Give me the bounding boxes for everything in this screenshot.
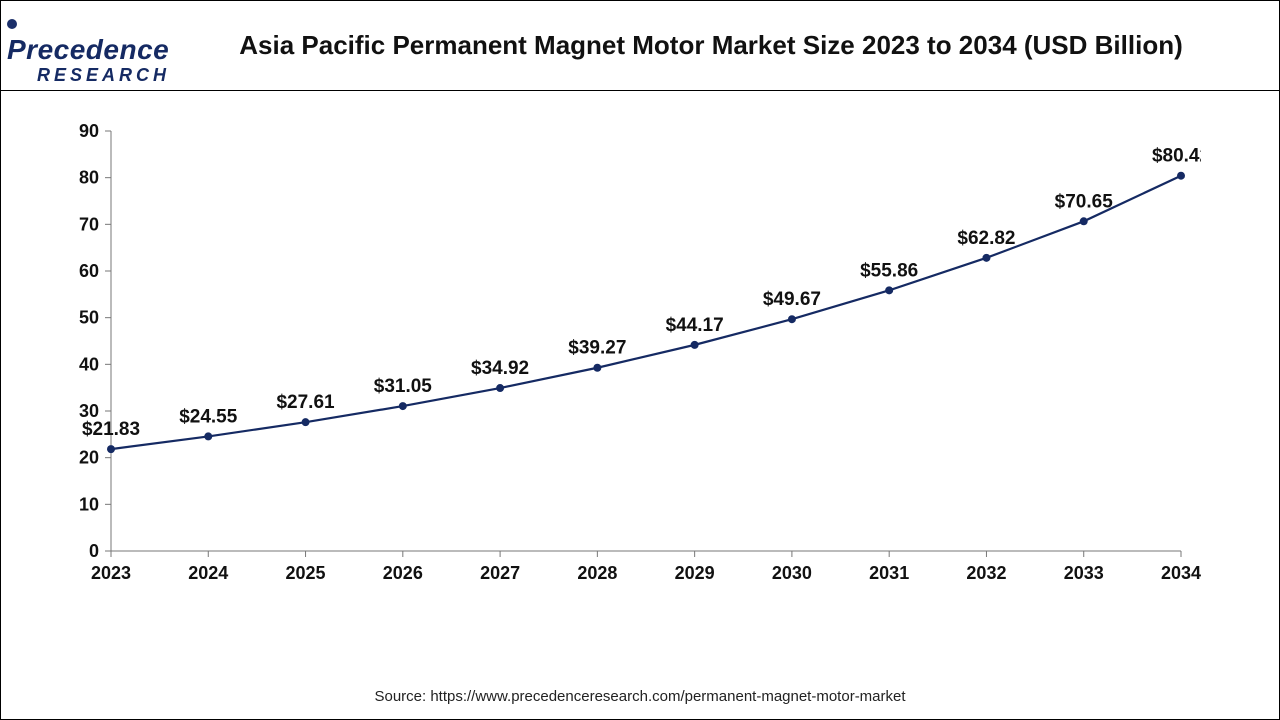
x-tick-label: 2033	[1064, 563, 1104, 583]
data-point	[885, 286, 893, 294]
data-line	[111, 176, 1181, 449]
y-tick-label: 10	[79, 494, 99, 514]
line-chart: 0102030405060708090202320242025202620272…	[41, 111, 1201, 611]
x-tick-label: 2025	[286, 563, 326, 583]
y-tick-label: 90	[79, 121, 99, 141]
data-point	[1080, 217, 1088, 225]
x-tick-label: 2028	[577, 563, 617, 583]
x-tick-label: 2030	[772, 563, 812, 583]
header: Precedence RESEARCH Asia Pacific Permane…	[1, 1, 1279, 91]
x-tick-label: 2026	[383, 563, 423, 583]
data-point	[496, 384, 504, 392]
x-tick-label: 2027	[480, 563, 520, 583]
y-tick-label: 80	[79, 168, 99, 188]
y-tick-label: 40	[79, 354, 99, 374]
y-tick-label: 60	[79, 261, 99, 281]
data-point	[593, 364, 601, 372]
chart-title: Asia Pacific Permanent Magnet Motor Mark…	[177, 30, 1265, 61]
data-point-label: $39.27	[568, 338, 626, 359]
y-tick-label: 50	[79, 308, 99, 328]
y-tick-label: 30	[79, 401, 99, 421]
data-point-label: $27.61	[276, 392, 335, 413]
chart-container: Precedence RESEARCH Asia Pacific Permane…	[0, 0, 1280, 720]
x-tick-label: 2023	[91, 563, 131, 583]
y-tick-label: 0	[89, 541, 99, 561]
data-point	[788, 315, 796, 323]
data-point	[107, 445, 115, 453]
brand-logo: Precedence RESEARCH	[7, 8, 177, 84]
chart-area: 0102030405060708090202320242025202620272…	[1, 91, 1279, 684]
data-point-label: $21.83	[82, 419, 140, 440]
data-point-label: $55.86	[860, 260, 918, 281]
data-point	[302, 418, 310, 426]
x-tick-label: 2024	[188, 563, 228, 583]
data-point	[1177, 172, 1185, 180]
x-tick-label: 2034	[1161, 563, 1201, 583]
x-tick-label: 2031	[869, 563, 909, 583]
data-point	[399, 402, 407, 410]
x-tick-label: 2032	[966, 563, 1006, 583]
data-point-label: $31.05	[374, 376, 433, 397]
data-point-label: $34.92	[471, 358, 529, 379]
source-text: Source: https://www.precedenceresearch.c…	[1, 684, 1279, 719]
data-point-label: $24.55	[179, 406, 238, 427]
data-point	[204, 432, 212, 440]
data-point-label: $44.17	[666, 315, 724, 336]
data-point	[982, 254, 990, 262]
brand-line2: RESEARCH	[7, 66, 170, 84]
data-point-label: $70.65	[1055, 191, 1114, 212]
data-point	[691, 341, 699, 349]
x-tick-label: 2029	[675, 563, 715, 583]
y-tick-label: 70	[79, 214, 99, 234]
data-point-label: $62.82	[957, 228, 1015, 249]
data-point-label: $80.42	[1152, 146, 1201, 167]
brand-line1: Precedence	[7, 8, 177, 64]
y-tick-label: 20	[79, 448, 99, 468]
data-point-label: $49.67	[763, 289, 821, 310]
